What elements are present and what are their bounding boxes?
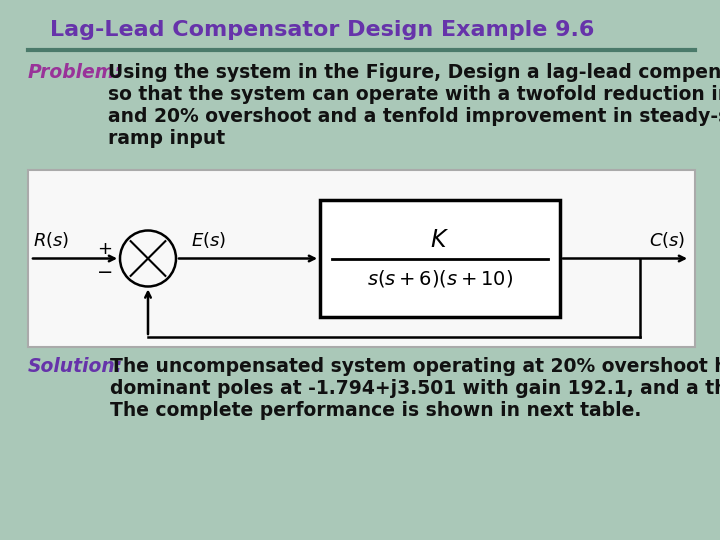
Text: $R(s)$: $R(s)$	[33, 231, 69, 251]
Text: $+$: $+$	[97, 240, 112, 258]
Text: Lag-Lead Compensator Design Example 9.6: Lag-Lead Compensator Design Example 9.6	[50, 20, 595, 40]
Text: $-$: $-$	[96, 261, 112, 280]
Text: $E(s)$: $E(s)$	[191, 231, 226, 251]
Text: The uncompensated system operating at 20% overshoot has
dominant poles at -1.794: The uncompensated system operating at 20…	[110, 357, 720, 420]
Text: $C(s)$: $C(s)$	[649, 231, 685, 251]
Text: Solution:: Solution:	[28, 357, 123, 376]
Text: $s(s+6)(s+10)$: $s(s+6)(s+10)$	[366, 268, 513, 289]
Circle shape	[120, 231, 176, 287]
Bar	[28, 170, 695, 347]
Text: $K$: $K$	[431, 229, 449, 252]
Bar	[320, 200, 560, 317]
Text: Problem:: Problem:	[28, 63, 122, 82]
Text: Using the system in the Figure, Design a lag-lead compensator
so that the system: Using the system in the Figure, Design a…	[108, 63, 720, 148]
